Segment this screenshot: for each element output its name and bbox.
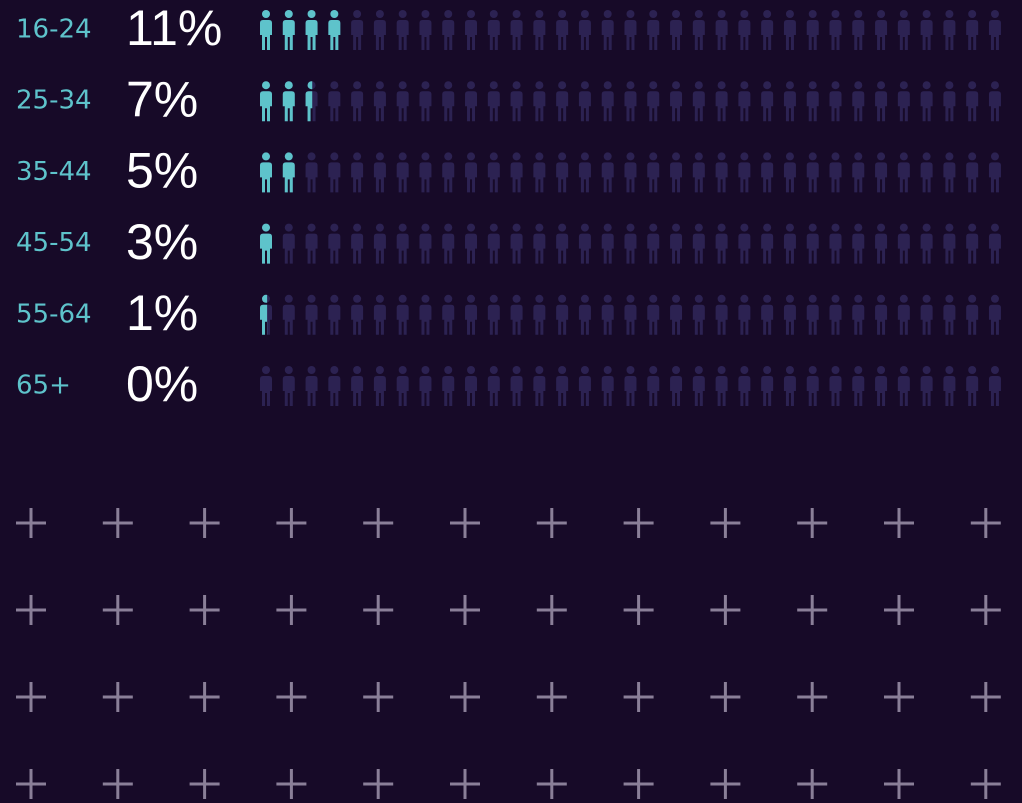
category-label: 45-54 [16,228,92,258]
plus-grid [16,508,1001,799]
category-label: 25-34 [16,86,92,116]
category-label: 35-44 [16,157,92,187]
filled-icons [260,152,295,193]
value-label: 5% [126,143,198,199]
empty-icons [260,294,1001,335]
value-label: 7% [126,71,198,127]
filled-icons [260,10,341,50]
category-label: 16-24 [16,15,92,45]
value-label: 11% [126,0,222,56]
value-label: 1% [126,285,198,341]
category-label: 55-64 [16,299,92,329]
value-label: 0% [126,356,198,412]
empty-icons [260,366,1001,406]
filled-icons [260,223,272,264]
category-label: 65+ [16,371,71,401]
filled-icons [260,81,313,122]
value-label: 3% [126,214,198,270]
filled-icons [260,294,268,335]
